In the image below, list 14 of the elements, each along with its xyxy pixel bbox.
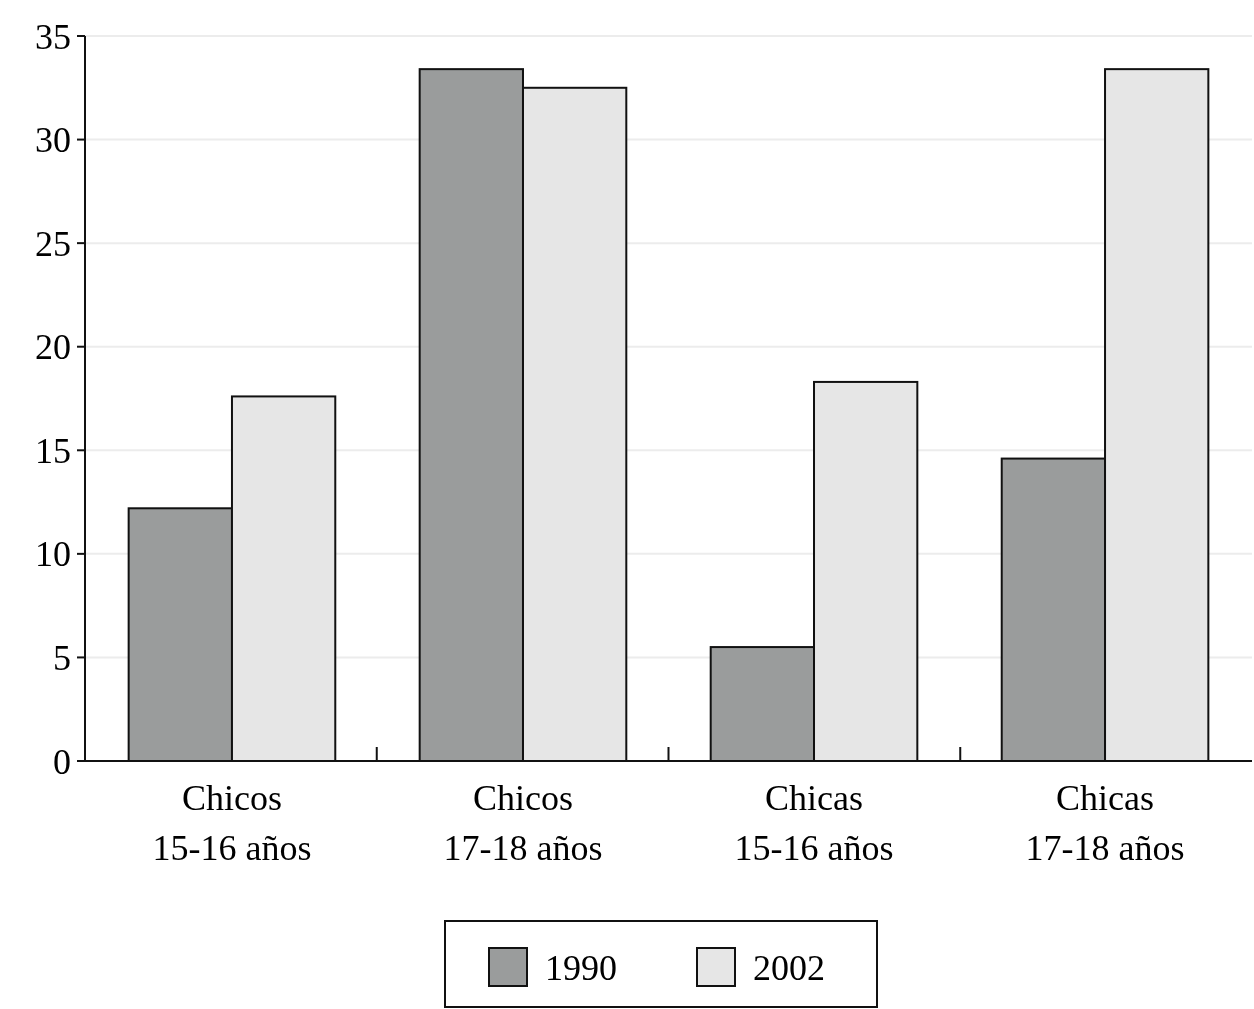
x-tick-label: Chicas 15-16 años (734, 778, 894, 868)
legend-label: 2002 (753, 947, 825, 988)
y-tick-label: 35 (35, 16, 71, 57)
y-tick-label: 30 (35, 120, 71, 161)
y-tick-label: 0 (53, 741, 71, 782)
legend-label: 1990 (545, 947, 617, 988)
x-tick-label: Chicos 15-16 años (152, 778, 312, 868)
y-tick-label: 25 (35, 223, 71, 264)
y-tick-label: 5 (53, 638, 71, 679)
x-tick-label: Chicos 17-18 años (443, 778, 603, 868)
y-tick-label: 10 (35, 534, 71, 575)
y-tick-label: 20 (35, 327, 71, 368)
y-tick-label: 15 (35, 430, 71, 471)
x-tick-label: Chicas 17-18 años (1025, 778, 1185, 868)
